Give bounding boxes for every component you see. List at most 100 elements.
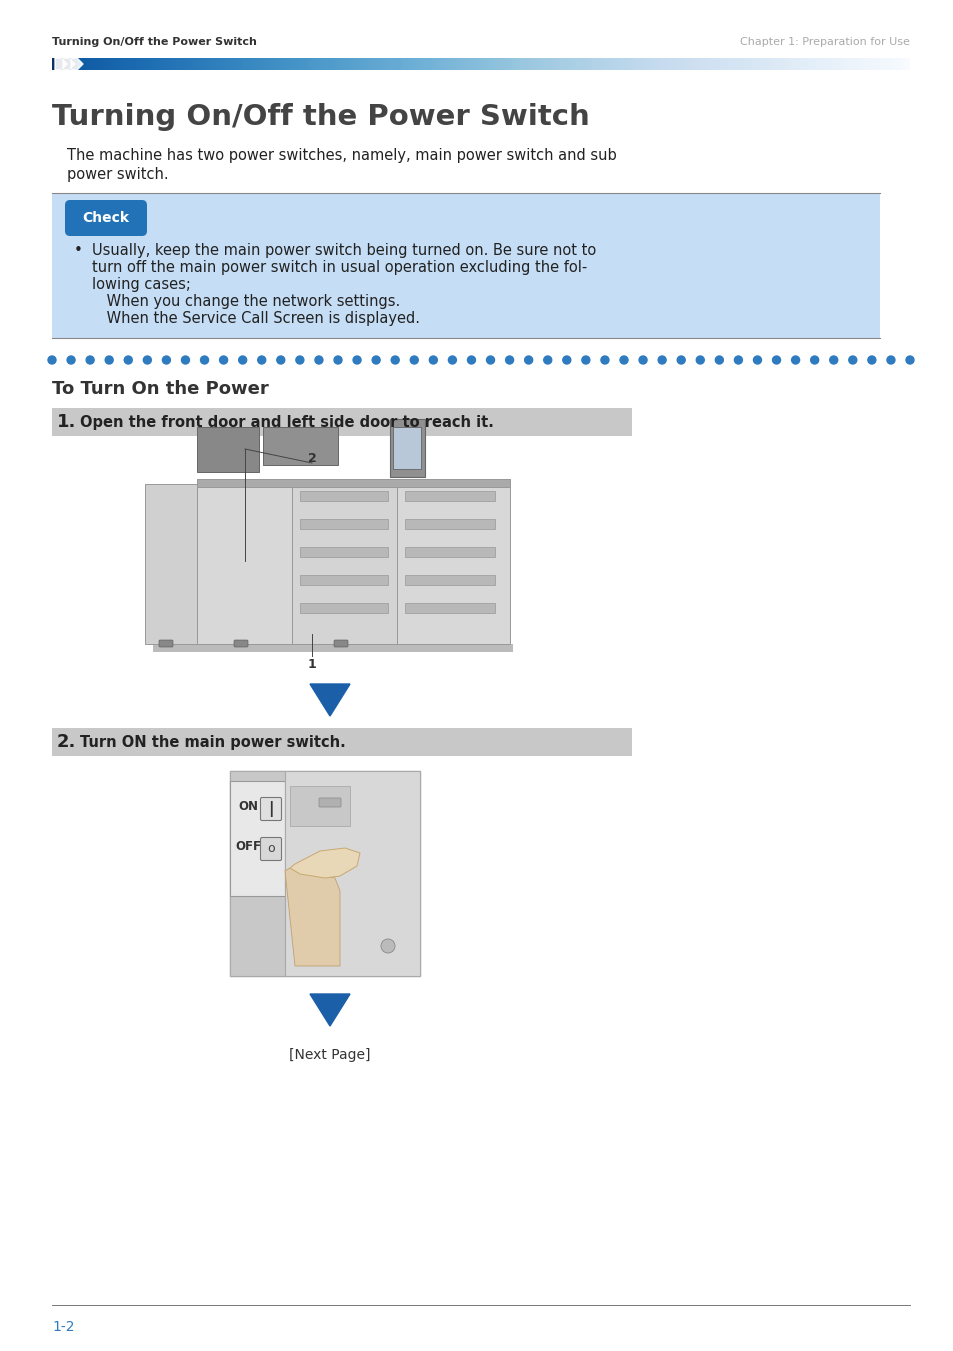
- Circle shape: [562, 357, 570, 363]
- Text: [Next Page]: [Next Page]: [289, 1048, 371, 1062]
- Circle shape: [105, 357, 113, 363]
- FancyBboxPatch shape: [152, 644, 513, 653]
- Text: 1.: 1.: [57, 413, 76, 431]
- Circle shape: [867, 357, 875, 363]
- Text: Check: Check: [82, 211, 130, 226]
- Circle shape: [200, 357, 209, 363]
- FancyBboxPatch shape: [260, 797, 281, 820]
- Circle shape: [238, 357, 247, 363]
- Circle shape: [905, 357, 913, 363]
- Circle shape: [505, 357, 513, 363]
- FancyBboxPatch shape: [292, 480, 396, 644]
- Circle shape: [677, 357, 684, 363]
- FancyBboxPatch shape: [263, 427, 337, 465]
- FancyBboxPatch shape: [396, 480, 510, 644]
- Text: Turn ON the main power switch.: Turn ON the main power switch.: [80, 735, 345, 750]
- Circle shape: [181, 357, 190, 363]
- Text: ON: ON: [237, 800, 257, 812]
- Circle shape: [353, 357, 360, 363]
- Polygon shape: [71, 58, 83, 70]
- Circle shape: [467, 357, 475, 363]
- Circle shape: [810, 357, 818, 363]
- Circle shape: [619, 357, 627, 363]
- Text: OFF: OFF: [234, 839, 261, 852]
- FancyBboxPatch shape: [260, 838, 281, 861]
- Circle shape: [276, 357, 285, 363]
- Circle shape: [486, 357, 494, 363]
- FancyBboxPatch shape: [52, 193, 879, 338]
- FancyBboxPatch shape: [290, 786, 350, 825]
- FancyBboxPatch shape: [405, 603, 495, 613]
- Polygon shape: [285, 867, 339, 966]
- Circle shape: [86, 357, 94, 363]
- Text: •: •: [74, 243, 83, 258]
- Text: When you change the network settings.: When you change the network settings.: [102, 295, 400, 309]
- Circle shape: [581, 357, 589, 363]
- Circle shape: [380, 939, 395, 952]
- FancyBboxPatch shape: [299, 576, 388, 585]
- FancyBboxPatch shape: [299, 490, 388, 501]
- Circle shape: [639, 357, 646, 363]
- Circle shape: [791, 357, 799, 363]
- Text: 2.: 2.: [57, 734, 76, 751]
- Circle shape: [696, 357, 703, 363]
- Circle shape: [124, 357, 132, 363]
- Text: Chapter 1: Preparation for Use: Chapter 1: Preparation for Use: [740, 36, 909, 47]
- Text: The machine has two power switches, namely, main power switch and sub: The machine has two power switches, name…: [67, 149, 616, 163]
- FancyBboxPatch shape: [393, 427, 420, 469]
- Polygon shape: [310, 684, 350, 716]
- Circle shape: [257, 357, 266, 363]
- Circle shape: [448, 357, 456, 363]
- FancyBboxPatch shape: [159, 640, 172, 647]
- FancyBboxPatch shape: [390, 419, 424, 477]
- Text: 1: 1: [307, 658, 316, 670]
- FancyBboxPatch shape: [299, 547, 388, 557]
- FancyBboxPatch shape: [196, 480, 510, 486]
- Circle shape: [753, 357, 760, 363]
- Circle shape: [314, 357, 323, 363]
- Text: o: o: [267, 843, 274, 855]
- Circle shape: [543, 357, 551, 363]
- Text: |: |: [268, 801, 274, 817]
- Polygon shape: [290, 848, 359, 878]
- Circle shape: [295, 357, 304, 363]
- Circle shape: [829, 357, 837, 363]
- FancyBboxPatch shape: [299, 603, 388, 613]
- FancyBboxPatch shape: [334, 640, 348, 647]
- FancyBboxPatch shape: [318, 798, 340, 807]
- Text: Open the front door and left side door to reach it.: Open the front door and left side door t…: [80, 415, 494, 430]
- FancyBboxPatch shape: [52, 408, 631, 436]
- FancyBboxPatch shape: [299, 519, 388, 530]
- FancyBboxPatch shape: [230, 771, 419, 975]
- FancyBboxPatch shape: [230, 781, 285, 896]
- Circle shape: [162, 357, 171, 363]
- Text: lowing cases;: lowing cases;: [91, 277, 191, 292]
- Polygon shape: [63, 58, 75, 70]
- Circle shape: [734, 357, 741, 363]
- Circle shape: [848, 357, 856, 363]
- Circle shape: [600, 357, 608, 363]
- Text: When the Service Call Screen is displayed.: When the Service Call Screen is displaye…: [102, 311, 419, 326]
- Text: turn off the main power switch in usual operation excluding the fol-: turn off the main power switch in usual …: [91, 259, 587, 276]
- Text: 1-2: 1-2: [52, 1320, 74, 1333]
- Text: Turning On/Off the Power Switch: Turning On/Off the Power Switch: [52, 103, 589, 131]
- Circle shape: [658, 357, 665, 363]
- Circle shape: [410, 357, 417, 363]
- Text: power switch.: power switch.: [67, 168, 169, 182]
- Circle shape: [886, 357, 894, 363]
- Circle shape: [772, 357, 780, 363]
- Text: Usually, keep the main power switch being turned on. Be sure not to: Usually, keep the main power switch bein…: [91, 243, 596, 258]
- Circle shape: [219, 357, 228, 363]
- FancyBboxPatch shape: [405, 519, 495, 530]
- Circle shape: [524, 357, 532, 363]
- FancyBboxPatch shape: [405, 547, 495, 557]
- FancyBboxPatch shape: [405, 576, 495, 585]
- Circle shape: [715, 357, 722, 363]
- FancyBboxPatch shape: [230, 771, 285, 975]
- Text: Turning On/Off the Power Switch: Turning On/Off the Power Switch: [52, 36, 256, 47]
- FancyBboxPatch shape: [145, 484, 196, 644]
- Polygon shape: [55, 58, 67, 70]
- FancyBboxPatch shape: [196, 427, 258, 471]
- Circle shape: [391, 357, 398, 363]
- Circle shape: [334, 357, 341, 363]
